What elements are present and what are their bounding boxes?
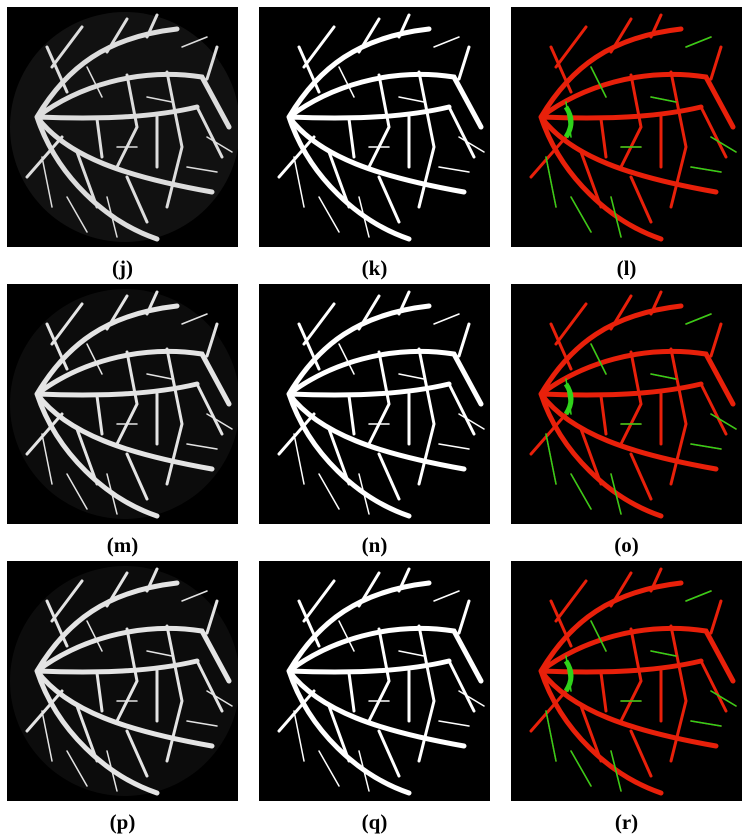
- panel-label: (q): [259, 810, 490, 834]
- probability-map: [7, 7, 238, 247]
- probability-map: [7, 561, 238, 801]
- panel-label: (j): [7, 256, 238, 280]
- binary-map: [259, 284, 490, 524]
- probability-map: [7, 284, 238, 524]
- panel-label: (k): [259, 256, 490, 280]
- panel-label: (p): [7, 810, 238, 834]
- panel-label: (m): [7, 533, 238, 557]
- comparison-map: [511, 561, 742, 801]
- binary-map: [259, 7, 490, 247]
- panel-label: (o): [511, 533, 742, 557]
- comparison-map: [511, 284, 742, 524]
- binary-map: [259, 561, 490, 801]
- comparison-map: [511, 7, 742, 247]
- figure: (j) (k) (l) (m) (n) (o) (p) (q) (r): [0, 0, 742, 835]
- panel-label: (n): [259, 533, 490, 557]
- panel-label: (l): [511, 256, 742, 280]
- panel-label: (r): [511, 810, 742, 834]
